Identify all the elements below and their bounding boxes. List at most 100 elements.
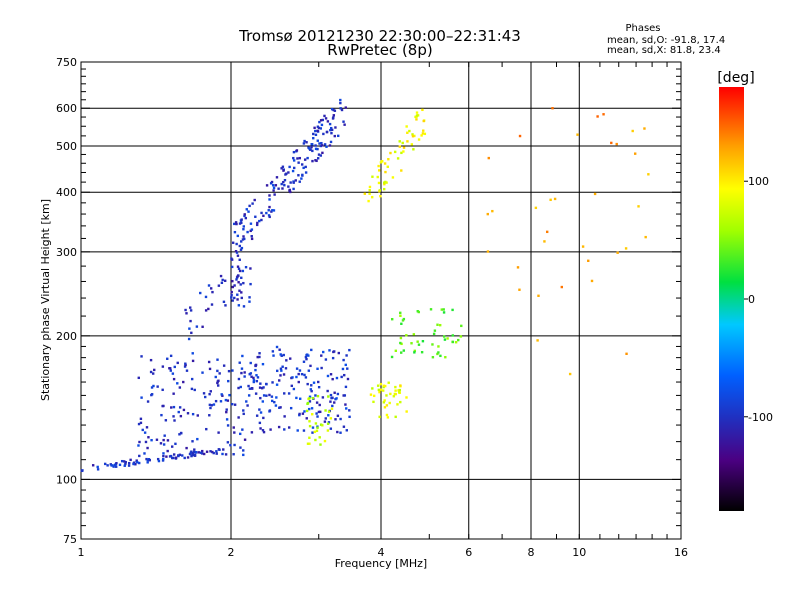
data-point <box>183 365 187 368</box>
x-tick-label: 1 <box>78 546 85 559</box>
data-point <box>328 349 331 352</box>
data-point <box>311 396 315 400</box>
data-point <box>459 335 463 338</box>
data-point <box>385 181 388 184</box>
colorbar-tick-label: 100 <box>748 175 769 188</box>
data-point <box>329 128 332 132</box>
data-point <box>298 156 302 160</box>
data-point <box>346 367 349 370</box>
data-point <box>143 452 146 455</box>
data-point <box>281 365 284 368</box>
data-point <box>329 400 332 403</box>
data-point <box>421 108 424 112</box>
data-point <box>334 397 337 401</box>
data-point <box>284 367 288 370</box>
data-point <box>344 363 347 367</box>
data-point <box>307 147 311 150</box>
data-point <box>162 443 166 446</box>
data-point <box>127 464 131 467</box>
data-point <box>376 175 379 179</box>
data-point <box>438 323 442 327</box>
data-point <box>208 414 211 417</box>
data-point <box>185 446 188 450</box>
data-point <box>248 204 251 208</box>
data-point <box>124 461 127 464</box>
data-point <box>230 290 233 294</box>
data-point <box>283 415 286 418</box>
data-point <box>323 114 326 118</box>
data-point <box>302 429 306 432</box>
data-point <box>275 345 279 349</box>
data-point <box>280 182 283 186</box>
data-point <box>225 408 228 411</box>
data-point <box>220 281 224 285</box>
data-point <box>342 358 345 362</box>
data-point <box>316 139 319 142</box>
data-point <box>303 410 306 413</box>
data-point <box>322 132 325 136</box>
colorbar-tick-label: -100 <box>748 411 773 424</box>
data-point <box>161 459 165 462</box>
data-point <box>124 462 127 466</box>
data-point <box>294 179 297 182</box>
data-point <box>287 185 290 188</box>
data-point <box>269 182 273 185</box>
data-point <box>436 352 439 356</box>
data-point <box>242 228 245 231</box>
data-point <box>150 438 153 442</box>
data-point <box>217 384 220 387</box>
x-tick-label: 8 <box>528 546 535 559</box>
data-point <box>258 352 261 355</box>
data-point <box>537 294 540 297</box>
data-point <box>238 222 242 225</box>
data-point <box>267 209 270 212</box>
data-point <box>271 381 274 384</box>
data-point <box>239 385 242 389</box>
data-point <box>386 165 389 168</box>
data-point <box>296 429 299 432</box>
data-point <box>243 237 246 241</box>
data-point <box>177 454 180 457</box>
data-point <box>281 165 285 168</box>
data-point <box>250 228 254 231</box>
data-point <box>224 453 228 456</box>
data-point <box>173 365 176 369</box>
data-point <box>422 129 425 132</box>
data-point <box>224 398 228 402</box>
data-point <box>333 401 336 404</box>
data-point <box>240 276 243 280</box>
data-point <box>240 367 244 370</box>
data-point <box>333 391 336 394</box>
data-point <box>442 308 445 311</box>
data-point <box>306 402 309 406</box>
data-point <box>199 451 203 454</box>
data-point <box>332 116 335 119</box>
data-point <box>129 458 132 462</box>
data-point <box>233 443 236 447</box>
data-point <box>312 132 315 136</box>
data-point <box>138 440 141 444</box>
data-point <box>178 453 182 457</box>
data-point <box>230 296 233 299</box>
data-point <box>247 210 250 213</box>
data-point <box>379 388 383 391</box>
data-point <box>227 369 231 373</box>
data-point <box>385 404 389 407</box>
data-point <box>306 382 309 386</box>
data-point <box>377 181 381 185</box>
data-point <box>256 376 260 379</box>
data-point <box>106 464 109 467</box>
data-point <box>217 379 220 382</box>
data-point <box>333 134 336 138</box>
data-point <box>396 157 400 160</box>
data-point <box>232 426 235 429</box>
data-point <box>330 131 333 135</box>
data-point <box>590 279 594 283</box>
data-point <box>593 192 597 196</box>
data-point <box>346 377 350 381</box>
data-point <box>208 392 211 396</box>
data-point <box>226 399 230 402</box>
data-point <box>222 448 225 451</box>
data-point <box>185 312 188 315</box>
data-point <box>240 218 243 221</box>
